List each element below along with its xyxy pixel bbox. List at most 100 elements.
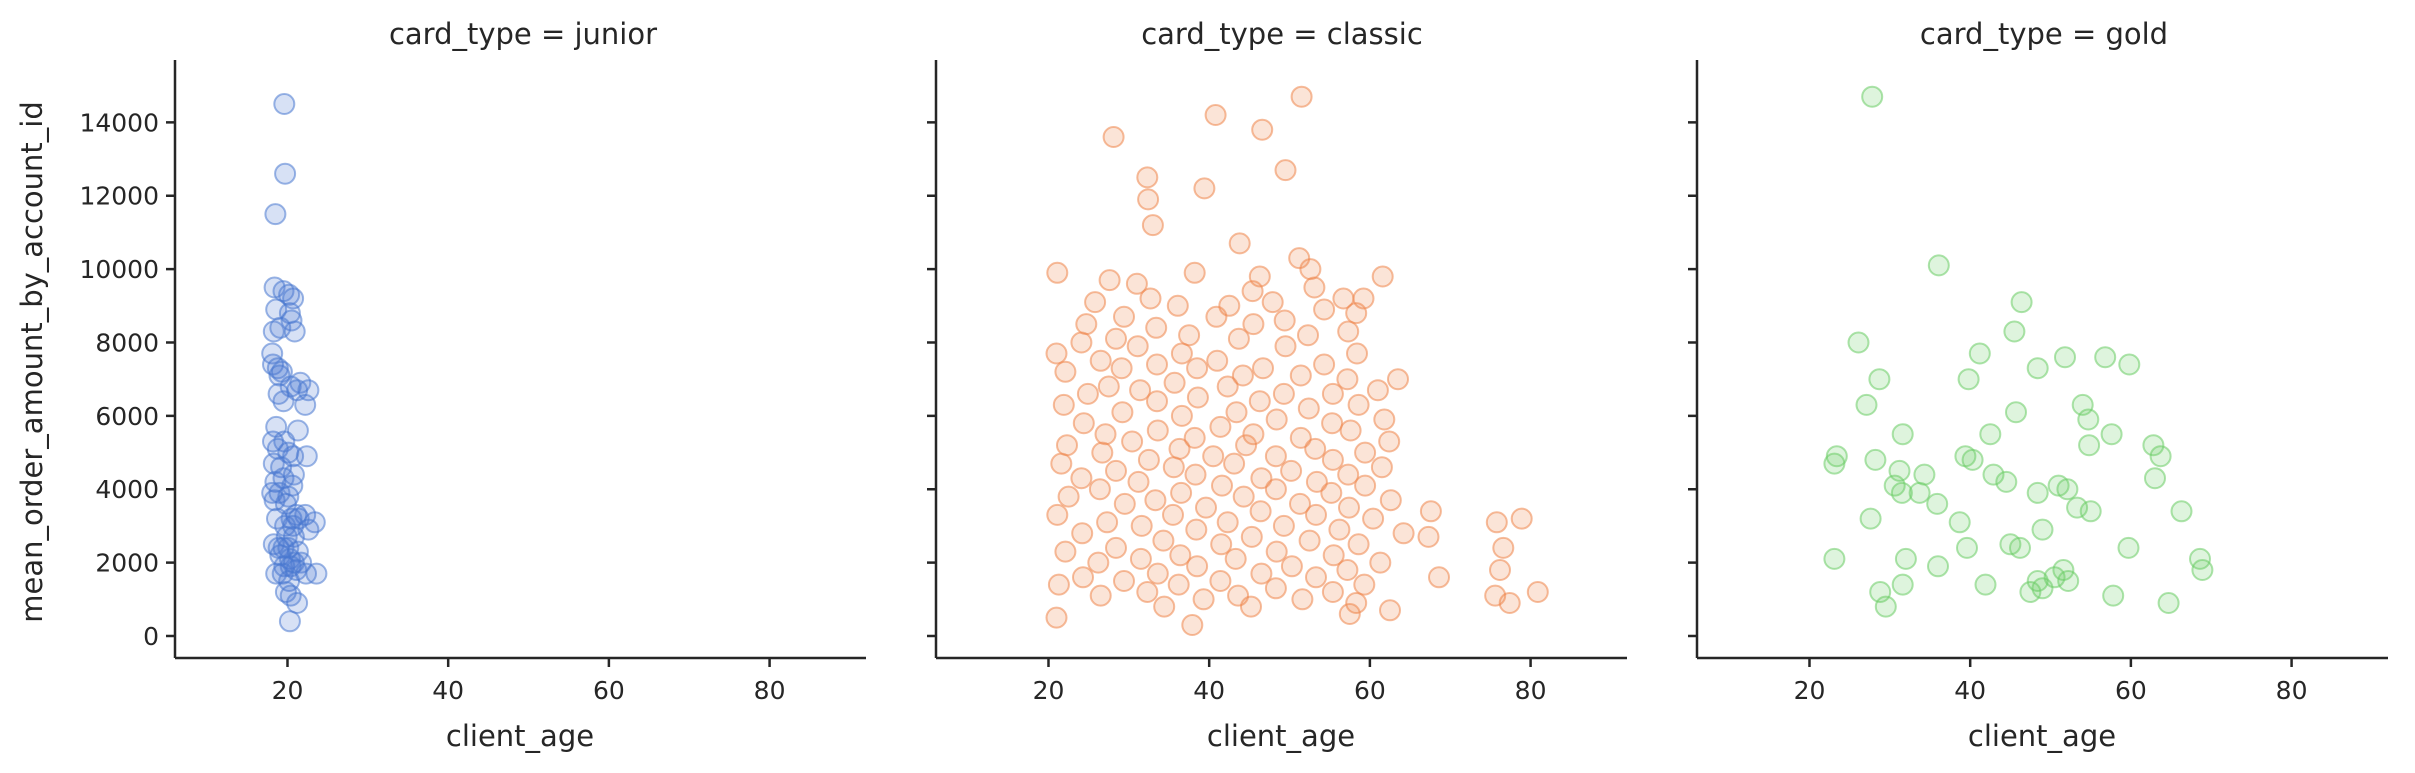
scatter-point <box>1240 595 1262 618</box>
scatter-point <box>1127 470 1150 493</box>
scatter-point <box>1272 382 1295 405</box>
scatter-point <box>1369 551 1392 574</box>
scatter-point <box>1170 342 1193 365</box>
scatter-point <box>1152 529 1175 552</box>
scatter-point <box>1485 511 1508 534</box>
scatter-point <box>2118 353 2141 376</box>
scatter-point <box>2031 577 2054 600</box>
scatter-point <box>1297 324 1319 347</box>
scatter-point <box>1373 408 1396 431</box>
scatter-point <box>1489 559 1511 581</box>
scatter-point <box>1861 85 1884 108</box>
x-ticks: 20 40 60 80 <box>1033 658 1546 705</box>
scatter-point <box>1170 481 1193 504</box>
scatter-point <box>2170 500 2193 523</box>
scatter-point <box>1338 603 1361 625</box>
scatter-point <box>1089 584 1112 607</box>
scatter-point <box>1070 331 1093 354</box>
scatter-point <box>1288 247 1311 270</box>
scatter-point <box>1232 485 1255 508</box>
scatter-point <box>1926 492 1949 515</box>
scatter-point <box>1084 291 1107 314</box>
y-tick-label: 8000 <box>95 328 159 357</box>
x-tick-label: 40 <box>1954 676 1986 705</box>
scatter-point <box>2026 357 2049 380</box>
scatter-point <box>1304 437 1327 460</box>
scatter-point <box>1166 294 1189 317</box>
scatter-point <box>1096 511 1119 534</box>
scatter-point <box>1353 573 1376 596</box>
scatter-point <box>305 562 328 585</box>
scatter-point <box>1145 316 1168 339</box>
scatter-point <box>1280 555 1303 578</box>
x-tick-label: 20 <box>1033 676 1065 705</box>
scatter-point <box>1378 430 1401 453</box>
scatter-point <box>2009 536 2031 559</box>
scatter-point <box>2157 592 2180 614</box>
scatter-point <box>1045 342 1068 365</box>
scatter-point <box>1927 555 1949 578</box>
scatter-point <box>1305 566 1327 589</box>
x-tick-label: 60 <box>2115 676 2147 705</box>
scatter-point <box>2078 434 2101 457</box>
scatter-point <box>1242 313 1265 336</box>
scatter-point <box>1052 393 1075 416</box>
scatter-point <box>1908 481 1931 504</box>
y-tick-label: 12000 <box>79 182 159 211</box>
scatter-point <box>1075 313 1098 336</box>
scatter-point <box>1162 503 1184 526</box>
scatter-point <box>1113 305 1135 328</box>
scatter-point <box>1371 265 1394 288</box>
y-tick-label: 0 <box>143 622 159 651</box>
scatter-point <box>1209 415 1232 438</box>
scatter-point <box>1094 423 1117 446</box>
scatter-point <box>286 592 309 614</box>
scatter-point <box>1982 463 2005 486</box>
scatter-point <box>1961 448 1984 471</box>
scatter-point <box>1265 408 1288 431</box>
scatter-point <box>1979 423 2002 446</box>
y-ticks: 0 2000 4000 6000 8000 10000 12000 14000 <box>79 108 175 651</box>
y-tick-label: 6000 <box>95 402 159 431</box>
scatter-point <box>1136 166 1159 189</box>
scatter-point <box>1235 434 1258 457</box>
scatter-point <box>1968 342 1991 365</box>
scatter-point <box>1290 85 1313 108</box>
scatter-point <box>2149 445 2172 468</box>
scatter-point <box>1146 419 1169 442</box>
scatter-point <box>1289 426 1312 449</box>
scatter-point <box>1225 401 1248 424</box>
scatter-point <box>1891 423 1914 446</box>
y-tick-label: 2000 <box>95 549 159 578</box>
scatter-point <box>1186 386 1209 409</box>
scatter-point <box>1091 441 1114 464</box>
scatter-point <box>1070 467 1093 490</box>
x-ticks: 20 40 60 80 <box>1794 658 2307 705</box>
scatter-point <box>274 162 297 185</box>
x-tick-label: 40 <box>432 676 464 705</box>
facet-title: card_type = classic <box>1141 17 1423 51</box>
scatter-point <box>294 393 317 416</box>
scatter-point <box>1291 588 1314 611</box>
scatter-point <box>1046 261 1069 284</box>
scatter-point <box>1847 331 1870 354</box>
scatter-points <box>261 93 328 633</box>
scatter-point <box>1056 434 1078 457</box>
scatter-point <box>2102 584 2125 607</box>
scatter-point <box>264 203 287 226</box>
scatter-point <box>1379 489 1402 512</box>
scatter-point <box>1209 570 1232 592</box>
scatter-point <box>1168 437 1191 460</box>
scatter-point <box>1136 581 1159 603</box>
scatter-point <box>1185 518 1208 541</box>
y-tick-label: 14000 <box>79 108 159 137</box>
scatter-point <box>1362 507 1385 530</box>
scatter-point <box>1868 368 1891 391</box>
scatter-point <box>1169 544 1192 567</box>
scatter-point <box>1186 555 1209 578</box>
scatter-point <box>1321 412 1344 435</box>
scatter-point <box>1183 261 1206 284</box>
scatter-point <box>2056 478 2079 501</box>
y-ticks <box>927 121 936 638</box>
scatter-point <box>1113 570 1135 592</box>
